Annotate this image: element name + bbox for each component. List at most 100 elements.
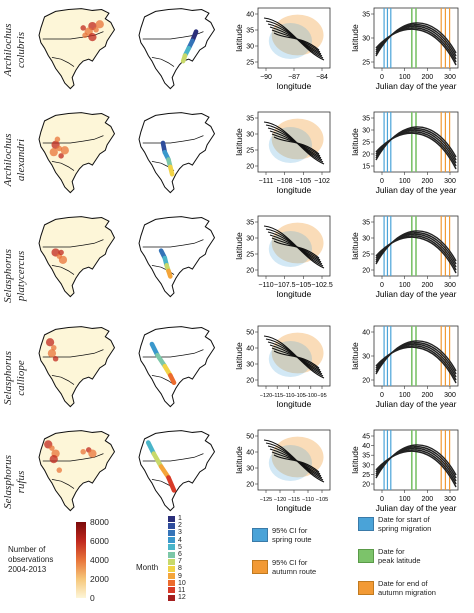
y-tick-label: 40 [246,450,254,457]
x-tick-label: −120 [260,393,272,399]
x-axis-label: Julian day of the year [376,503,457,513]
x-tick-label: −102 [314,178,330,185]
x-axis-label: longitude [277,503,312,513]
y-axis-label: latitude [350,342,360,370]
month-label: 12 [178,594,186,602]
month-item-3: 3 [168,529,186,536]
latitude-curve [375,23,457,57]
y-tick-label: 25 [246,252,254,259]
y-tick-label: 35 [246,116,254,123]
x-axis-label: Julian day of the year [376,289,457,299]
route-panel-5: latitude 50 40 30 20 −125 −120 −115 −110 −105 long… [234,426,346,524]
date-spring-swatch [358,517,374,531]
x-tick-label: −120 [274,497,286,503]
y-tick-label: 45 [362,434,370,441]
y-tick-label: 25 [362,60,370,67]
x-axis-label: longitude [277,81,312,91]
x-tick-label: 300 [444,178,456,185]
month-label: 2 [178,522,182,530]
month-swatch [168,515,175,522]
month-label: 1 [178,515,182,523]
month-label: 9 [178,572,182,580]
month-item-5: 5 [168,544,186,551]
latitude-curve [375,22,457,57]
observation-map-4 [28,322,120,414]
latitude-curve [375,233,457,268]
y-axis-label: latitude [234,232,244,260]
month-swatch [168,594,175,601]
spring-ci-region [268,445,312,481]
y-tick-label: 20 [246,164,254,171]
spring-ci-region [268,341,312,377]
x-tick-label: −105 [316,497,328,503]
x-tick-label: 100 [399,282,411,289]
latitude-curve [375,236,457,274]
x-tick-label: −107.5 [274,282,296,289]
y-tick-label: 30 [362,36,370,43]
x-tick-label: −125 [260,497,272,503]
phenology-panel-2: latitude 35 30 25 20 15 0 100 200 300 Julian day o… [350,108,474,206]
x-tick-label: −87 [288,74,300,81]
obs-tick-2000: 2000 [90,574,109,584]
x-tick-label: −115 [288,497,300,503]
latitude-curve [375,450,457,488]
x-tick-label: −105 [293,393,305,399]
x-tick-label: 200 [421,74,433,81]
x-tick-label: 100 [399,392,411,399]
x-tick-label: 200 [421,282,433,289]
y-axis-label: latitude [234,342,244,370]
y-axis-label: latitude [350,24,360,52]
x-tick-label: 200 [421,392,433,399]
month-item-7: 7 [168,558,186,565]
month-item-8: 8 [168,565,186,572]
plot-frame [257,325,331,387]
ci-spring-swatch [252,528,268,542]
month-label: 6 [178,551,182,559]
latitude-curve [375,129,457,164]
latitude-curve [375,25,457,60]
y-axis-label: latitude [234,128,244,156]
y-tick-label: 25 [246,148,254,155]
y-tick-label: 30 [246,132,254,139]
y-tick-label: 30 [246,44,254,51]
plot-frame [257,215,331,277]
y-tick-label: 20 [246,268,254,275]
month-swatch [168,551,175,558]
month-item-10: 10 [168,580,186,587]
y-tick-label: 20 [362,152,370,159]
month-item-11: 11 [168,587,186,594]
phenology-panel-5: latitude 45 40 35 30 25 20 0 100 200 300 Julian day… [350,426,474,524]
y-tick-label: 30 [246,362,254,369]
latitude-curve [375,341,457,375]
observation-map-2 [28,108,120,200]
x-tick-label: 0 [380,496,384,503]
x-axis-label: Julian day of the year [376,399,457,409]
route-line [273,32,320,51]
obs-colorbar [76,522,86,598]
y-axis-label: latitude [350,232,360,260]
x-tick-label: −100 [305,393,317,399]
month-swatch [168,522,175,529]
date-peak-label: Date for peak latitude [378,547,421,565]
latitude-curve [375,340,457,375]
latitude-curve [375,449,457,485]
month-swatch [168,565,175,572]
latitude-curve [375,230,457,265]
month-swatch [168,573,175,580]
ci-autumn-swatch [252,560,268,574]
phenology-panel-4: latitude 40 30 20 0 100 200 300 Julian day of th… [350,322,474,420]
x-tick-label: 100 [399,178,411,185]
ci-autumn-label: 95% CI for autumn route [272,558,317,576]
obs-tick-0: 0 [90,593,95,603]
y-tick-label: 35 [362,453,370,460]
y-tick-label: 50 [246,330,254,337]
month-swatch [168,537,175,544]
y-tick-label: 35 [362,12,370,19]
latitude-curve [375,131,457,167]
route-panel-3: latitude 35 30 25 20 −110 −107.5 −105 −102.5 long… [234,212,346,310]
plot-frame [257,111,331,173]
y-tick-label: 25 [246,60,254,67]
y-tick-label: 35 [246,28,254,35]
spring-ci-region [268,231,312,267]
y-tick-label: 35 [246,220,254,227]
